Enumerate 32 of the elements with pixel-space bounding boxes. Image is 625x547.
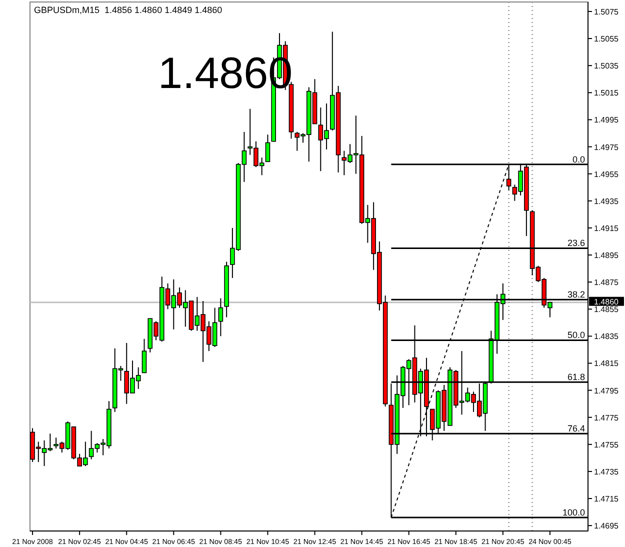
y-tick-label: 1.5055 xyxy=(594,34,620,44)
y-tick-label: 1.4795 xyxy=(594,386,620,396)
legend-label: 0.0 xyxy=(572,154,585,164)
y-tick-label: 1.4755 xyxy=(594,440,620,450)
series-label: 50.0 xyxy=(567,330,585,340)
y-tick-label: 1.4855 xyxy=(594,305,620,314)
candlestick xyxy=(218,298,224,337)
y-tick-label: 1.4875 xyxy=(594,278,620,288)
y-tick-label: 1.4715 xyxy=(594,494,620,504)
y-tick-label: 1.4955 xyxy=(594,170,620,179)
legend-label: 23.6 xyxy=(567,238,585,248)
y-tick-label: 1.5075 xyxy=(594,7,620,16)
y-tick-label: 1.4935 xyxy=(594,196,620,206)
y-tick-label: 1.4815 xyxy=(594,359,620,368)
legend-label: 38.2 xyxy=(567,290,585,300)
y-tick-label: 1.5035 xyxy=(594,62,620,71)
y-tick-label: 1.4975 xyxy=(594,142,620,152)
chart-title: GBPUSDm,M15 1.4856 1.4860 1.4849 1.4860 xyxy=(34,5,222,15)
y-tick-label: 1.4835 xyxy=(594,332,620,342)
y-tick-label: 1.4915 xyxy=(594,224,620,233)
y-tick-label: 1.4995 xyxy=(594,116,620,125)
candlestick xyxy=(142,338,147,374)
ref-line-label: 1.4860 xyxy=(594,297,620,306)
legend-label: 76.4 xyxy=(567,424,585,434)
y-tick-label: 1.4735 xyxy=(594,467,620,476)
y-tick-label: 1.4695 xyxy=(594,522,620,531)
legend-label: 100.0 xyxy=(562,507,585,518)
y-tick-label: 1.5015 xyxy=(594,88,620,98)
y-tick-label: 1.4895 xyxy=(594,251,620,260)
legend-label: 61.8 xyxy=(567,372,585,382)
y-tick-label: 1.4775 xyxy=(594,413,620,422)
candlestick xyxy=(265,134,270,162)
